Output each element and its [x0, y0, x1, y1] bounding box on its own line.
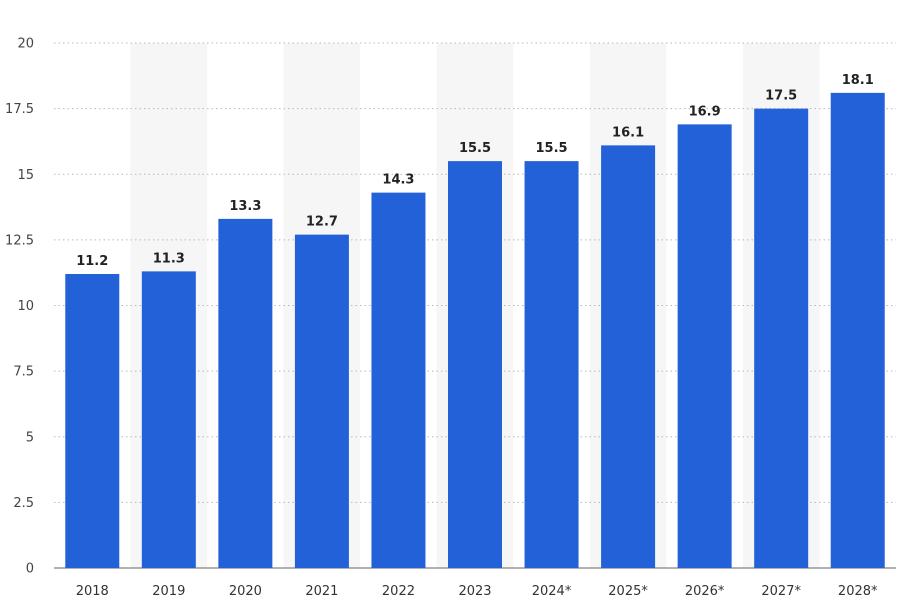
y-tick-label: 0 [26, 562, 34, 577]
bar [218, 218, 273, 568]
x-tick-label: 2018 [76, 584, 109, 599]
bar [141, 271, 196, 568]
bar [601, 145, 656, 568]
bar [371, 192, 426, 568]
x-tick-label: 2020 [229, 584, 262, 599]
y-tick-label: 15 [17, 168, 34, 183]
x-tick-label: 2025* [608, 584, 648, 599]
data-label: 16.9 [689, 104, 721, 119]
data-label: 17.5 [765, 89, 797, 104]
y-tick-label: 20 [17, 37, 34, 52]
data-label: 14.3 [382, 173, 414, 188]
bar [677, 124, 732, 568]
bar [754, 108, 809, 568]
bar [65, 274, 120, 568]
data-labels: 11.2 11.3 13.3 12.7 14.3 15.5 15.5 16.1 16.9 17.5… [76, 73, 874, 269]
bar [524, 161, 579, 568]
y-tick-label: 10 [17, 299, 34, 314]
data-label: 12.7 [306, 215, 338, 230]
data-label: 11.3 [153, 251, 185, 266]
x-tick-label: 2026* [685, 584, 725, 599]
data-label: 15.5 [536, 141, 568, 156]
x-tick-label: 2019 [152, 584, 185, 599]
data-label: 16.1 [612, 125, 644, 140]
bar [448, 161, 502, 568]
x-tick-label: 2023 [458, 584, 491, 599]
y-tick-label: 7.5 [13, 365, 34, 380]
x-tick-label: 2022 [382, 584, 415, 599]
x-axis: 2018 2019 2020 2021 2022 2023 2024* 2025* 2026* 2… [76, 584, 878, 599]
y-tick-label: 2.5 [13, 496, 34, 511]
x-tick-label: 2021 [305, 584, 338, 599]
data-label: 18.1 [842, 73, 874, 88]
data-label: 15.5 [459, 141, 491, 156]
y-tick-label: 12.5 [5, 233, 34, 248]
data-label: 13.3 [229, 199, 261, 214]
bar [294, 234, 349, 568]
y-tick-label: 5 [26, 430, 34, 445]
x-tick-label: 2027* [761, 584, 801, 599]
x-tick-label: 2028* [838, 584, 878, 599]
x-tick-label: 2024* [532, 584, 572, 599]
bar [830, 92, 885, 568]
bars [65, 92, 885, 568]
y-tick-label: 17.5 [5, 102, 34, 117]
data-label: 11.2 [76, 254, 108, 269]
